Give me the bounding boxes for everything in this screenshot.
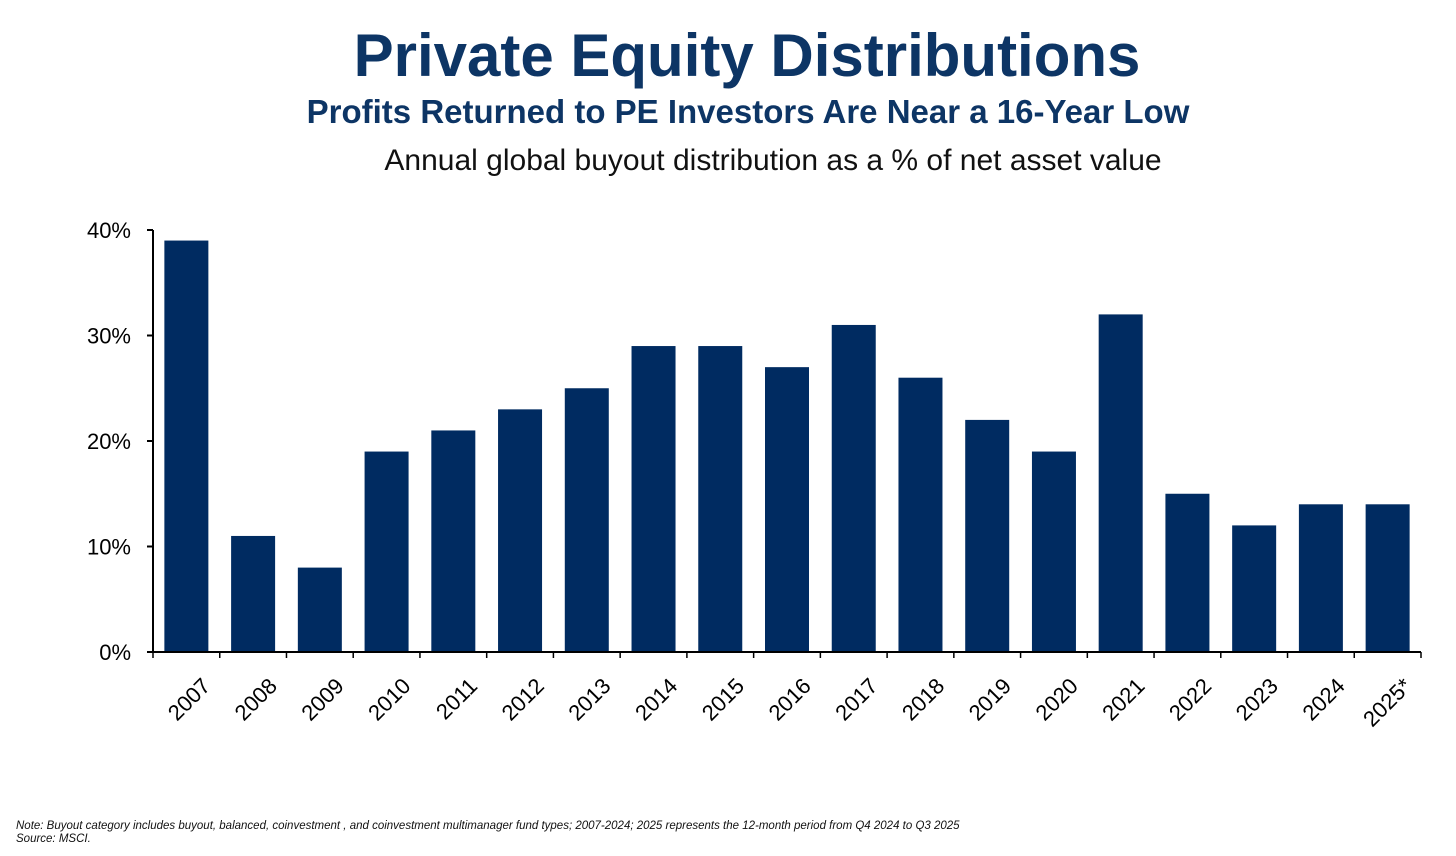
- bar-2022: [1165, 493, 1210, 652]
- bar-2010: [364, 451, 409, 652]
- y-tick-label: 10%: [87, 535, 131, 560]
- chart-title: Private Equity Distributions: [353, 22, 1141, 89]
- footnote-source: Source: MSCI.: [16, 833, 91, 845]
- bar-2007: [164, 240, 209, 653]
- y-tick-label: 30%: [87, 324, 131, 349]
- bar-2024: [1298, 504, 1343, 652]
- bar-2012: [498, 409, 543, 652]
- x-tick-label: 2015: [697, 673, 749, 725]
- bar-2015: [698, 346, 743, 652]
- bar-2013: [564, 388, 609, 652]
- x-tick-label: 2022: [1164, 673, 1216, 725]
- x-tick-label: 2011: [431, 673, 482, 724]
- bars-group: [164, 240, 1410, 653]
- x-tick-label: 2017: [830, 673, 882, 725]
- x-tick-label: 2024: [1297, 673, 1349, 725]
- bar-2017: [831, 324, 876, 652]
- bar-2009: [297, 567, 342, 652]
- x-tick-label: 2018: [897, 673, 949, 725]
- footnotes: Note: Buyout category includes buyout, b…: [16, 820, 960, 846]
- x-tick-label: 2014: [630, 673, 682, 725]
- bar-2025-star: [1365, 504, 1410, 652]
- bar-2011: [431, 430, 476, 652]
- x-tick-label: 2008: [230, 673, 282, 725]
- x-tick-label: 2007: [163, 673, 215, 725]
- x-tick-label: 2019: [964, 673, 1016, 725]
- bar-2020: [1031, 451, 1076, 652]
- bar-2008: [231, 535, 276, 652]
- x-tick-label: 2023: [1231, 673, 1283, 725]
- footnote-note: Note: Buyout category includes buyout, b…: [16, 820, 960, 832]
- bar-2014: [631, 346, 676, 652]
- chart-caption: Annual global buyout distribution as a %…: [384, 144, 1162, 177]
- bar-2016: [765, 367, 809, 652]
- y-tick-label: 40%: [87, 218, 131, 243]
- y-tick-label: 0%: [99, 640, 131, 665]
- x-tick-label: 2012: [497, 673, 549, 725]
- x-tick-label: 2020: [1031, 673, 1083, 725]
- bar-2018: [898, 377, 943, 652]
- x-tick-label: 2016: [764, 673, 816, 725]
- y-tick-label: 20%: [87, 429, 131, 454]
- x-tick-label: 2010: [363, 673, 415, 725]
- x-tick-label: 2021: [1097, 673, 1149, 725]
- x-tick-label: 2009: [296, 673, 348, 725]
- y-axis: 0% 10% 20% 30% 40%: [87, 218, 154, 665]
- chart-subtitle: Profits Returned to PE Investors Are Nea…: [306, 93, 1190, 130]
- x-axis: 2007 2008 2009 2010 2011 2012 2013 2014 2015 2016…: [152, 651, 1422, 732]
- x-tick-label: 2013: [563, 673, 615, 725]
- bar-2019: [965, 419, 1010, 652]
- x-tick-label: 2025*: [1358, 673, 1417, 732]
- bar-2023: [1232, 525, 1277, 652]
- bar-2021: [1098, 314, 1143, 652]
